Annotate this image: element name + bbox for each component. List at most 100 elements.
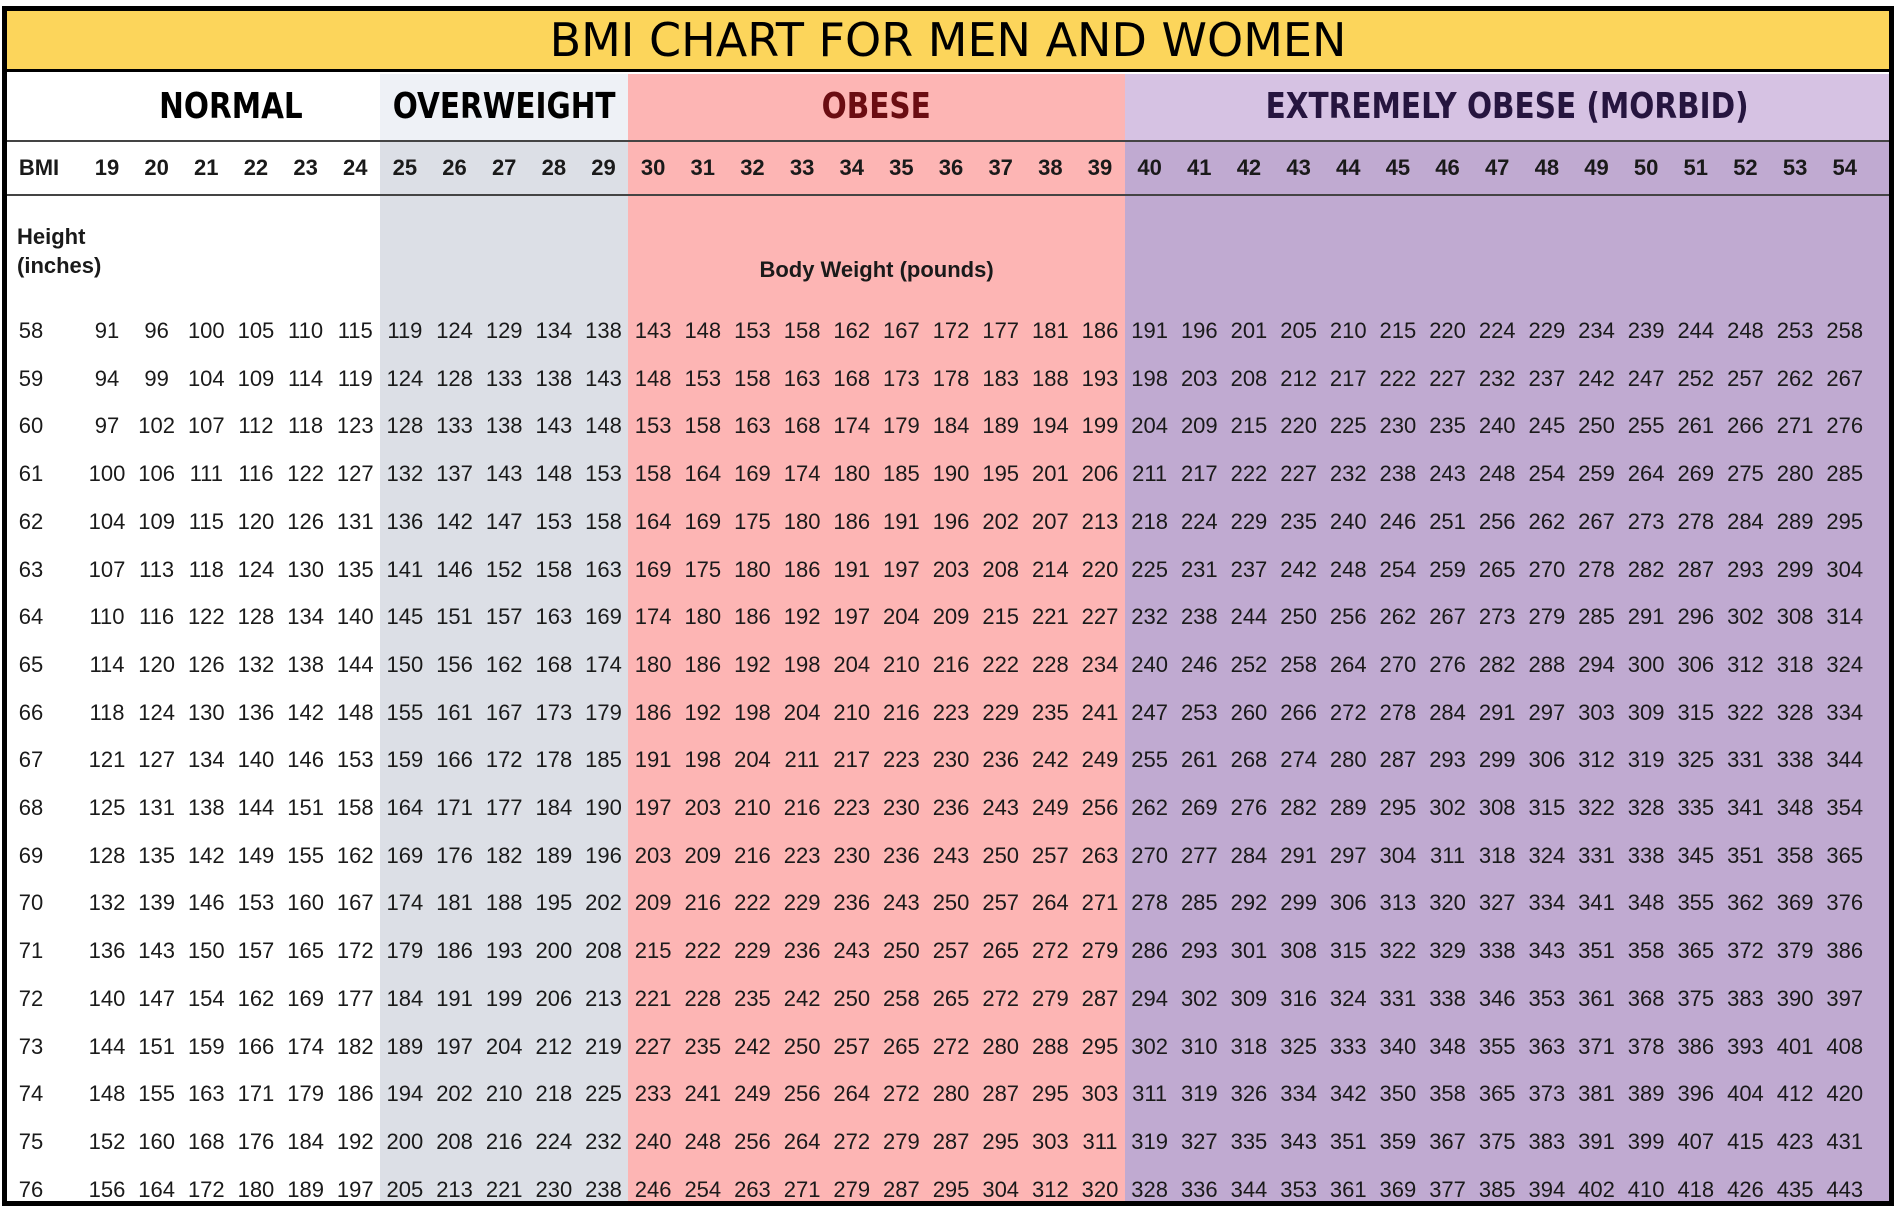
weight-cell: 279	[1528, 604, 1566, 630]
weight-cell: 291	[1478, 699, 1516, 725]
weight-cell: 162	[485, 651, 523, 677]
weight-cell: 116	[139, 604, 175, 630]
weight-cell: 326	[1230, 1081, 1268, 1107]
band-header-extremely-obese-morbid	[1124, 74, 1889, 140]
weight-cell: 243	[833, 938, 871, 964]
weight-cell: 295	[932, 1176, 970, 1202]
weight-cell: 338	[1776, 747, 1814, 773]
weight-cell: 315	[1677, 699, 1715, 725]
weight-cell: 181	[1031, 318, 1069, 343]
weight-cell: 172	[336, 938, 374, 964]
weight-cell: 270	[1379, 651, 1417, 677]
band-extremely-obese-morbid	[1124, 74, 1889, 1201]
weight-cell: 159	[187, 1033, 225, 1059]
weight-cell: 140	[88, 985, 126, 1011]
weight-cell: 219	[585, 1033, 622, 1059]
weight-cell: 268	[1230, 747, 1268, 773]
weight-cell: 169	[684, 508, 722, 534]
weight-cell: 144	[336, 651, 374, 677]
weight-cell: 351	[1727, 842, 1764, 868]
weight-cell: 211	[784, 747, 820, 773]
weight-cell: 216	[783, 795, 821, 820]
weight-cell: 240	[1131, 651, 1168, 677]
category-label-obese: OBESE	[821, 85, 932, 127]
weight-cell: 303	[1031, 1128, 1069, 1154]
weight-cell: 306	[1528, 747, 1566, 773]
weight-cell: 210	[734, 795, 771, 820]
bmi-header-cell: 35	[889, 155, 914, 180]
weight-cell: 278	[1578, 556, 1615, 582]
weight-cell: 408	[1826, 1033, 1864, 1059]
weight-cell: 335	[1230, 1128, 1268, 1154]
weight-cell: 358	[1429, 1081, 1466, 1107]
weight-cell: 224	[535, 1128, 573, 1154]
weight-cell: 229	[734, 938, 771, 964]
weight-cell: 338	[1627, 842, 1665, 868]
weight-cell: 204	[485, 1033, 523, 1059]
weight-cell: 149	[237, 842, 275, 868]
weight-cell: 143	[585, 365, 622, 391]
weight-cell: 252	[1677, 365, 1715, 391]
weight-cell: 303	[1578, 699, 1615, 725]
weight-cell: 272	[883, 1081, 920, 1107]
weight-cell: 107	[187, 413, 225, 439]
height-cell: 71	[18, 938, 44, 964]
weight-cell: 240	[1329, 508, 1367, 534]
weight-cell: 182	[336, 1033, 374, 1059]
bmi-chart: BMI CHART FOR MEN AND WOMEN NORMAL OVERWE…	[2, 6, 1894, 1206]
weight-cell: 306	[1329, 890, 1367, 916]
weight-cell: 265	[1478, 556, 1516, 582]
weight-cell: 133	[436, 413, 473, 439]
weight-cell: 234	[1578, 318, 1615, 343]
weight-cell: 155	[138, 1081, 175, 1107]
weight-cell: 253	[1776, 318, 1814, 343]
weight-cell: 280	[982, 1033, 1020, 1059]
weight-cell: 282	[1280, 795, 1317, 820]
weight-cell: 342	[1329, 1081, 1367, 1107]
height-cell: 58	[18, 318, 44, 343]
weight-cell: 156	[88, 1176, 126, 1202]
weight-cell: 267	[1429, 604, 1466, 630]
weight-cell: 136	[237, 699, 275, 725]
weight-cell: 198	[783, 651, 821, 677]
weight-cell: 150	[187, 938, 225, 964]
weight-cell: 203	[1180, 365, 1218, 391]
height-cell: 61	[18, 461, 44, 487]
weight-cell: 136	[88, 938, 126, 964]
weight-cell: 153	[336, 747, 374, 773]
weight-cell: 215	[982, 604, 1020, 630]
weight-cell: 232	[1478, 365, 1516, 391]
weight-cell: 207	[1031, 508, 1069, 534]
weight-cell: 172	[932, 318, 970, 343]
weight-cell: 104	[88, 508, 126, 534]
weight-cell: 163	[734, 413, 771, 439]
weight-cell: 242	[1280, 556, 1317, 582]
weight-cell: 265	[982, 938, 1020, 964]
weight-cell: 246	[1379, 508, 1417, 534]
bmi-header-cell: 41	[1187, 155, 1212, 180]
weight-cell: 179	[386, 938, 424, 964]
weight-cell: 256	[783, 1081, 821, 1107]
weight-cell: 272	[1329, 699, 1367, 725]
weight-cell: 147	[138, 985, 175, 1011]
weight-cell: 158	[535, 556, 573, 582]
bmi-header-cell: 52	[1733, 155, 1758, 180]
weight-cell: 239	[1627, 318, 1665, 343]
bmi-header-cell: 33	[789, 155, 815, 180]
weight-cell: 241	[684, 1081, 722, 1107]
weight-cell: 324	[1329, 985, 1367, 1011]
weight-cell: 280	[1329, 747, 1367, 773]
weight-cell: 158	[783, 318, 821, 343]
weight-cell: 381	[1578, 1081, 1615, 1107]
bmi-header-cell: 44	[1336, 155, 1361, 180]
weight-cell: 211	[1132, 461, 1168, 487]
weight-cell: 369	[1776, 890, 1814, 916]
weight-cell: 106	[138, 461, 175, 487]
weight-cell: 171	[237, 1081, 275, 1107]
weight-cell: 300	[1627, 651, 1665, 677]
weight-cell: 208	[982, 556, 1020, 582]
weight-cell: 276	[1429, 651, 1466, 677]
weight-cell: 269	[1180, 795, 1218, 820]
weight-cell: 183	[982, 365, 1020, 391]
weight-cell: 250	[1578, 413, 1615, 439]
